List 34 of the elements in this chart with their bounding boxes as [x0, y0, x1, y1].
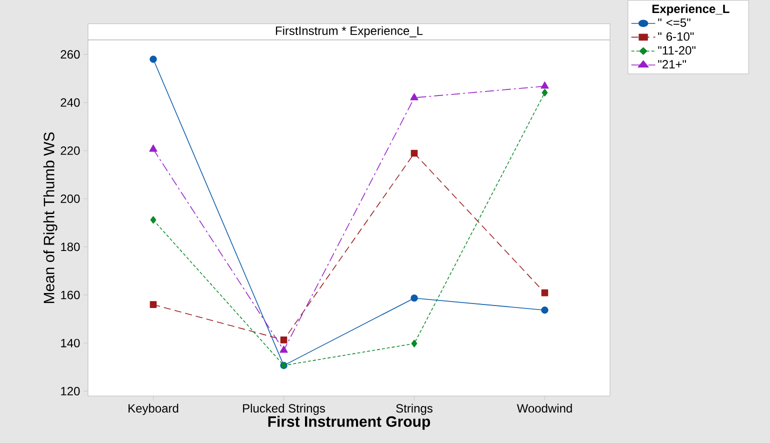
point: [150, 56, 157, 63]
x-tick-label: Keyboard: [128, 404, 178, 415]
x-tick-label: Plucked Strings: [243, 404, 325, 415]
point: [542, 88, 548, 96]
point: [541, 306, 548, 314]
y-tick-label: 200: [60, 194, 80, 203]
legend-label: "21+": [658, 60, 686, 68]
point: [150, 216, 156, 224]
x-tick-label: Strings: [396, 404, 432, 415]
y-tick-label: 120: [61, 386, 80, 396]
y-axis-title: Mean of Right Thumb WS: [43, 132, 58, 304]
y-tick-label: 180: [61, 242, 80, 252]
point: [540, 82, 549, 89]
legend-label: " 6-10": [658, 32, 694, 41]
point: [150, 301, 157, 308]
legend-label: "11-20": [658, 46, 696, 55]
x-tick-label: Woodwind: [516, 404, 572, 413]
y-tick-label: 160: [61, 290, 80, 300]
legend-label: " <=5": [658, 18, 690, 27]
point: [280, 336, 288, 344]
point: [411, 340, 418, 348]
y-tick-label: 140: [61, 338, 80, 348]
point: [410, 294, 418, 302]
y-tick-label: 220: [60, 146, 80, 155]
x-axis-title: First Instrument Group: [268, 416, 430, 430]
y-tick-label: 260: [60, 50, 80, 59]
legend-title: Experience_L: [652, 4, 730, 16]
point: [541, 289, 548, 296]
point: [280, 346, 288, 353]
point: [149, 144, 158, 152]
y-tick-label: 240: [60, 98, 80, 107]
point: [410, 93, 418, 100]
chart-title: FirstInstrum * Experience_L: [276, 26, 423, 38]
point: [410, 150, 418, 157]
